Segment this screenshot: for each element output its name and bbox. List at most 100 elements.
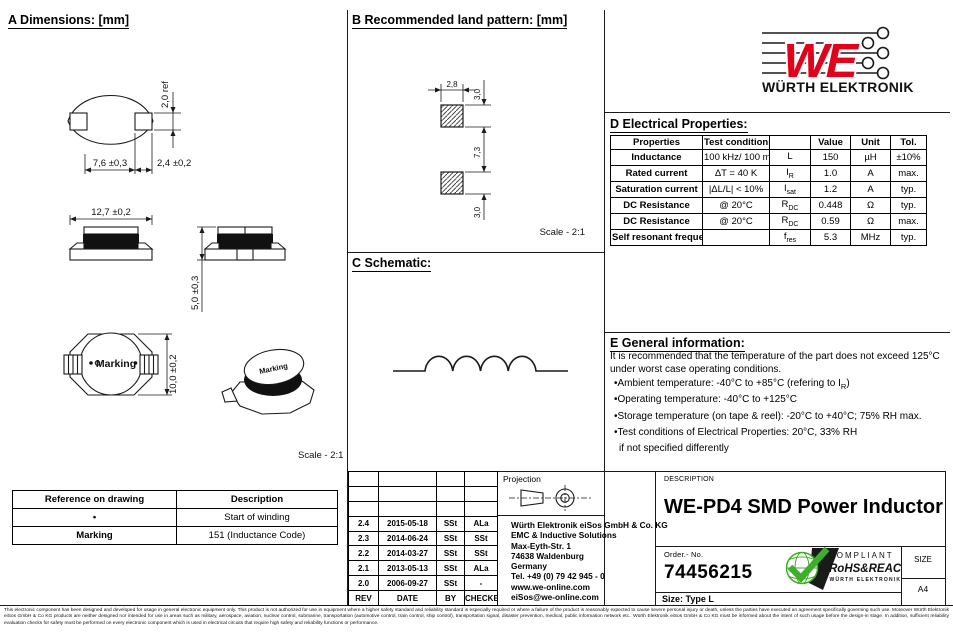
table-header-row: Reference on drawing Description [12, 490, 338, 509]
dimensions-drawing: 7,6 ±0,3 2,4 ±0,2 2,0 ref 12,7 ±0,2 [63, 81, 343, 461]
logo-circuit-nodes [861, 26, 890, 80]
front-view [68, 226, 154, 261]
divider-line [347, 10, 348, 605]
company-line: 74638 Waldenburg [511, 550, 585, 561]
table-row: 2.1 2013-05-13 SSt ALa [348, 560, 498, 577]
section-c-heading: C Schematic: [352, 256, 432, 272]
bottom-view [63, 332, 159, 396]
land-pad-bottom [440, 171, 464, 195]
company-address: Würth Elektronik eiSos GmbH & Co. KG EMC… [511, 520, 668, 602]
dim-pad-h-top: 3,0 [473, 88, 482, 100]
reference-table: Reference on drawing Description • Start… [12, 490, 338, 545]
divider-line [347, 252, 605, 253]
rohs-reach-label: RoHS&REACh [829, 563, 902, 575]
inductor-3d-view [221, 348, 315, 415]
table-header-row: Properties Test conditions Value Unit To… [610, 135, 927, 150]
wuerth-elektronik-logo: WE WÜRTH ELEKTRONIK [762, 26, 914, 95]
company-line: Tel. +49 (0) 79 42 945 - 0 [511, 571, 605, 582]
company-line: Würth Elektronik eiSos GmbH & Co. KG [511, 520, 668, 530]
info-line: if not specified differently [619, 443, 729, 455]
winding-end-dot [133, 361, 138, 365]
section-e-heading: E General information: [610, 336, 745, 352]
rohs-caption: WÜRTH ELEKTRONIK [830, 576, 902, 583]
logo-circuit-lines [762, 32, 877, 74]
dim-top-width: 7,6 ±0,3 [93, 158, 127, 169]
info-bullet: •Storage temperature (on tape & reel): -… [614, 410, 922, 422]
side-view [203, 226, 287, 261]
section-b-heading: B Recommended land pattern: [mm] [352, 13, 568, 29]
side-view-dimension-lines [197, 226, 216, 312]
info-bullet: •Test conditions of Electrical Propertie… [614, 427, 858, 439]
table-row: 2.2 2014-03-27 SSt SSt [348, 545, 498, 562]
top-view-dimension-lines [84, 92, 181, 174]
dim-body-height: 5,0 ±0,3 [190, 276, 201, 310]
table-row: Marking 151 (Inductance Code) [12, 526, 338, 545]
schematic-drawing [393, 355, 568, 372]
table-footer-row: REVDATEBYCHECKED [348, 590, 498, 607]
winding-start-dot [89, 361, 93, 365]
projection-box: Projection [497, 471, 604, 515]
info-bullet: •Ambient temperature: -40°C to +85°C (re… [614, 377, 850, 391]
section-a-heading: A Dimensions: [mm] [8, 13, 130, 29]
inductor-symbol [393, 355, 568, 372]
table-row: 2.4 2015-05-18 SSt ALa [348, 515, 498, 532]
top-view [67, 94, 154, 145]
table-row-empty [348, 500, 498, 517]
table-row: • Start of winding [12, 508, 338, 527]
company-website: www.we-online.com [511, 581, 590, 592]
company-line: Germany [511, 561, 547, 572]
dim-body-length: 12,7 ±0,2 [91, 207, 131, 218]
projection-symbol-icon [509, 485, 593, 511]
dim-pad-h-bottom: 3,0 [473, 206, 482, 218]
logo-caption: WÜRTH ELEKTRONIK [762, 79, 914, 95]
info-bullet: •Operating temperature: -40°C to +125°C [614, 394, 797, 406]
scale-note-b: Scale - 2:1 [540, 227, 585, 238]
marking-dot [94, 360, 101, 366]
dim-pad-width: 2,4 ±0,2 [157, 158, 191, 169]
scale-note-a: Scale - 2:1 [298, 450, 343, 461]
land-pad-top [440, 104, 464, 128]
divider-line [604, 112, 950, 113]
divider-line [901, 578, 945, 579]
company-line: EMC & Inductive Solutions [511, 530, 617, 541]
size-label: SIZE [914, 555, 932, 564]
rohs-reach-logo: COMPLIANT RoHS&REACh WÜRTH ELEKTRONIK [785, 547, 902, 590]
revision-table: 2.4 2015-05-18 SSt ALa 2.3 2014-06-24 SSt SSt … [348, 471, 498, 607]
divider-line [655, 546, 945, 547]
divider-line [497, 515, 604, 516]
checkmark-icon [787, 547, 830, 583]
section-d-heading: D Electrical Properties: [610, 117, 748, 133]
divider-line [655, 592, 901, 593]
divider-line [655, 471, 656, 605]
company-email: eiSos@we-online.com [511, 592, 599, 603]
info-line: It is recommended that the temperature o… [610, 351, 940, 362]
dim-pad-ref: 2,0 ref [160, 81, 171, 108]
dim-pad-w: 2,8 [446, 80, 458, 89]
table-row: 2.3 2014-06-24 SSt SSt [348, 530, 498, 547]
front-view-dimension-lines [69, 215, 153, 225]
divider-line [604, 10, 605, 605]
bottom-view-dimension-lines [138, 333, 172, 396]
projection-label: Projection [503, 474, 541, 484]
divider-line [604, 332, 950, 333]
divider-line [347, 471, 945, 472]
divider-line [945, 471, 946, 605]
marking-label: Marking [96, 358, 136, 370]
legal-disclaimer: This electronic component has been desig… [4, 608, 949, 626]
land-pattern-dimension-lines [428, 80, 491, 220]
description-label: DESCRIPTION [664, 476, 715, 483]
order-number-label: Order.- No. [664, 550, 704, 559]
logo-we-monogram: WE [778, 34, 863, 87]
dim-pad-gap: 7,3 [473, 146, 482, 158]
electrical-properties-table: Properties Test conditions Value Unit To… [610, 135, 927, 246]
general-information: It is recommended that the temperature o… [610, 350, 953, 456]
compliant-label: COMPLIANT [829, 551, 894, 560]
part-description: WE-PD4 SMD Power Inductor [664, 496, 943, 518]
table-row-empty [348, 471, 498, 487]
